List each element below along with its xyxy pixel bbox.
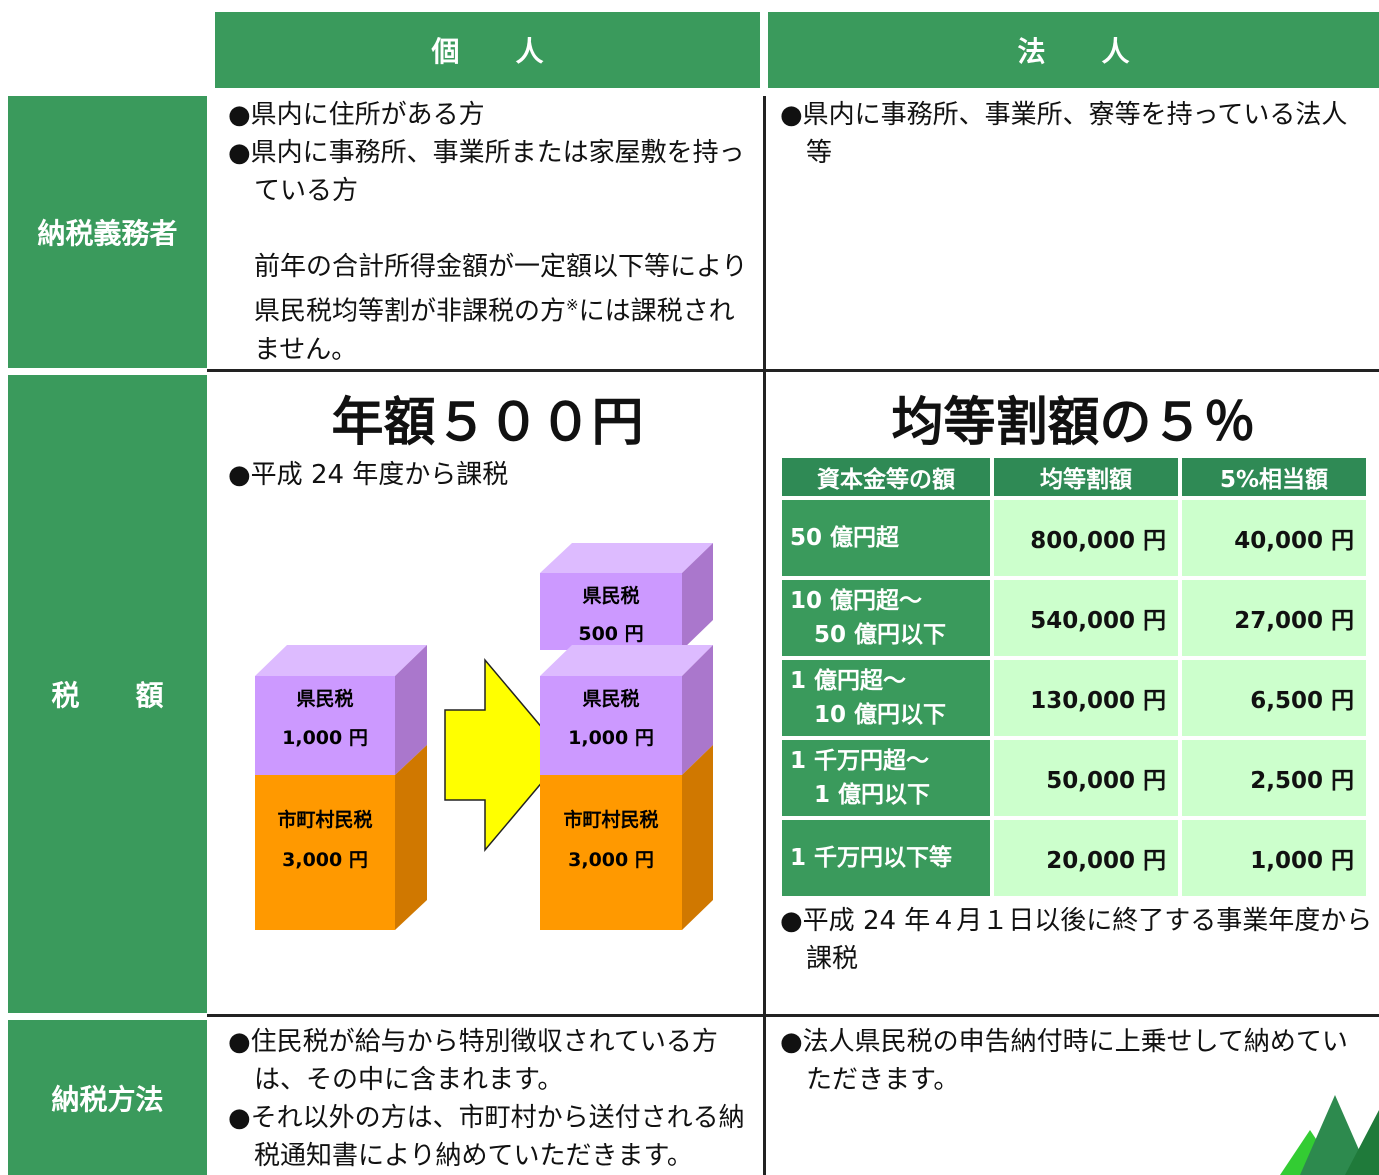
divider xyxy=(207,369,1379,372)
row-label: 納税方法 xyxy=(8,1020,207,1175)
heading: 均等割額の５％ xyxy=(891,393,1256,453)
cell: 1,000 円 xyxy=(1182,820,1366,896)
label: 3,000 円 xyxy=(568,849,654,871)
row-label: 税 額 xyxy=(8,375,207,1013)
stack: 県民税 500 円 県民税 1,000 円 市町村民税 3,000 円 xyxy=(540,543,713,930)
table-wrap: 資本金等の額 均等割額 5%相当額 50 億円超 800,000 円 40,000 円 10… xyxy=(778,454,1370,900)
note-text: には課税されません。 xyxy=(254,296,735,365)
column-header: 5%相当額 xyxy=(1182,458,1366,496)
cell: 800,000 円 xyxy=(994,500,1178,576)
header-row: 資本金等の額 均等割額 5%相当額 xyxy=(782,458,1366,496)
cell: 27,000 円 xyxy=(1182,580,1366,656)
heading: 年額５００円 xyxy=(331,393,644,453)
cell: 40,000 円 xyxy=(1182,500,1366,576)
label: 県民税 xyxy=(582,584,639,607)
table-row: 1 千万円以下等 20,000 円 1,000 円 xyxy=(782,820,1366,896)
cell: 1 千万円超～ 1 億円以下 xyxy=(782,740,990,816)
cell: ●法人県民税の申告納付時に上乗せして納めていただきます。 xyxy=(780,1023,1370,1099)
note: ●平成 24 年４月１日以後に終了する事業年度から課税 xyxy=(780,902,1375,978)
cell-line: 10 億円超～ xyxy=(790,588,923,614)
label: 市町村民税 xyxy=(563,808,658,831)
label: 県民税 xyxy=(296,687,353,710)
note: ●平成 24 年度から課税 xyxy=(228,460,509,490)
note-mark: ※ xyxy=(566,296,579,314)
item: ●住民税が給与から特別徴収されている方は、その中に含まれます。 xyxy=(228,1027,718,1095)
label: 1,000 円 xyxy=(282,727,368,749)
tree-icon xyxy=(1280,1095,1379,1175)
cell: ●住民税が給与から特別徴収されている方は、その中に含まれます。 ●それ以外の方は… xyxy=(228,1023,758,1175)
row-label: 納税義務者 xyxy=(8,96,207,368)
column-header: 均等割額 xyxy=(994,458,1178,496)
cell: 130,000 円 xyxy=(994,660,1178,736)
item: ●県内に住所がある方 xyxy=(228,100,485,130)
cell-line: 1 億円超～ xyxy=(790,668,907,694)
table-row: 10 億円超～ 50 億円以下 540,000 円 27,000 円 xyxy=(782,580,1366,656)
cell: 50,000 円 xyxy=(994,740,1178,816)
item: ●法人県民税の申告納付時に上乗せして納めていただきます。 xyxy=(780,1027,1348,1095)
note-text: 前年の合計所得金額が一定額以下等により県民税均等割が非課税の方 xyxy=(254,252,748,327)
item: ●県内に事務所、事業所または家屋敷を持っている方 xyxy=(228,138,745,206)
column-header: 法 人 xyxy=(768,12,1379,88)
cell: 20,000 円 xyxy=(994,820,1178,896)
label: 500 円 xyxy=(578,623,643,645)
cell: ●県内に住所がある方 ●県内に事務所、事業所または家屋敷を持っている方 前年の合… xyxy=(228,96,758,369)
cell-line: 1 千万円超～ xyxy=(790,748,930,774)
column-header: 個 人 xyxy=(215,12,760,88)
diagram: 県民税 1,000 円 市町村民税 3,000 円 県民税 500 円 県民税 … xyxy=(255,543,713,930)
label: 市町村民税 xyxy=(277,808,372,831)
note-text: ●平成 24 年４月１日以後に終了する事業年度から課税 xyxy=(780,906,1373,974)
stack: 県民税 1,000 円 市町村民税 3,000 円 xyxy=(255,645,427,930)
cell: 6,500 円 xyxy=(1182,660,1366,736)
cell: 50 億円超 xyxy=(782,500,990,576)
column-header: 資本金等の額 xyxy=(782,458,990,496)
cell-line: 1 億円以下 xyxy=(814,782,931,808)
cell: 10 億円超～ 50 億円以下 xyxy=(782,580,990,656)
note: 前年の合計所得金額が一定額以下等により県民税均等割が非課税の方※には課税されませ… xyxy=(228,248,758,369)
cell-line: 10 億円以下 xyxy=(814,702,947,728)
table-row: 1 億円超～ 10 億円以下 130,000 円 6,500 円 xyxy=(782,660,1366,736)
divider xyxy=(207,1014,1379,1017)
cell-line: 50 億円以下 xyxy=(814,622,947,648)
item: ●県内に事務所、事業所、寮等を持っている法人等 xyxy=(780,100,1348,168)
arrow xyxy=(444,657,566,853)
cell: 1 千万円以下等 xyxy=(782,820,990,896)
cell: 1 億円超～ 10 億円以下 xyxy=(782,660,990,736)
cell: 540,000 円 xyxy=(994,580,1178,656)
table: 資本金等の額 均等割額 5%相当額 50 億円超 800,000 円 40,000 円 10… xyxy=(778,454,1370,900)
label: 3,000 円 xyxy=(282,849,368,871)
divider xyxy=(763,96,766,1175)
label: 県民税 xyxy=(582,687,639,710)
cell-line: 50 億円超 xyxy=(790,525,900,551)
table-row: 1 千万円超～ 1 億円以下 50,000 円 2,500 円 xyxy=(782,740,1366,816)
cell: 2,500 円 xyxy=(1182,740,1366,816)
label: 1,000 円 xyxy=(568,727,654,749)
table-row: 50 億円超 800,000 円 40,000 円 xyxy=(782,500,1366,576)
item: ●それ以外の方は、市町村から送付される納税通知書により納めていただきます。 xyxy=(228,1103,745,1171)
cell: ●県内に事務所、事業所、寮等を持っている法人等 xyxy=(780,96,1350,172)
cell-line: 1 千万円以下等 xyxy=(790,845,953,871)
